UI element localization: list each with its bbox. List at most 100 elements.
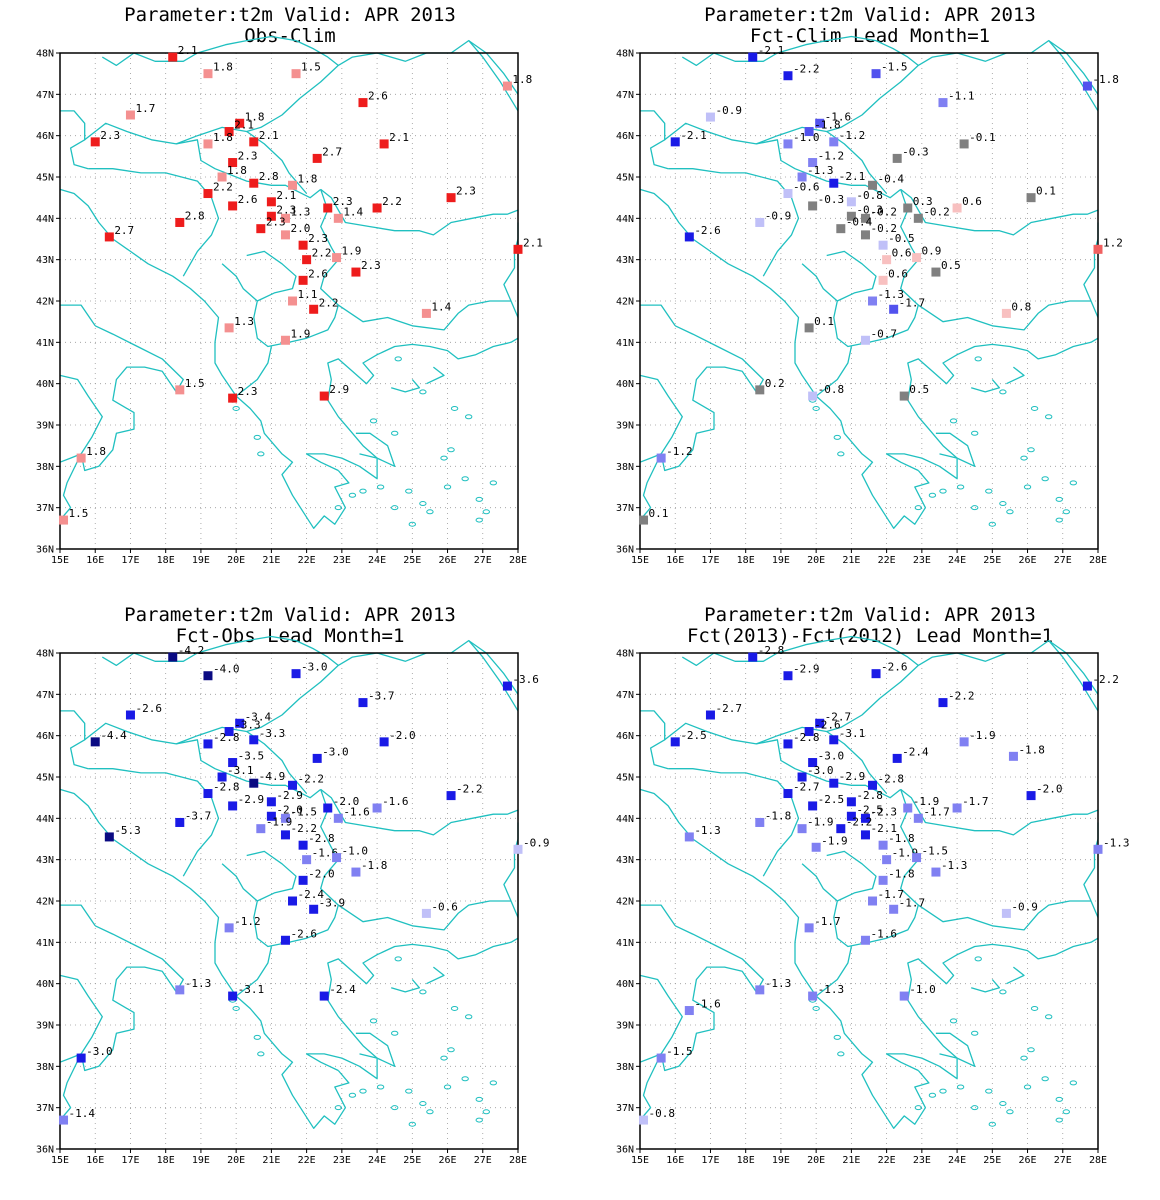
station-marker [748, 52, 758, 62]
station-marker [829, 137, 839, 147]
station-value-label: -1.6 [312, 847, 339, 860]
station-value-label: -1.3 [818, 983, 845, 996]
station-marker [808, 991, 818, 1001]
station-marker [755, 217, 765, 227]
station-marker [446, 193, 456, 203]
station-marker [815, 718, 825, 728]
station-value-label: 1.3 [290, 205, 310, 218]
station-marker [1093, 844, 1103, 854]
station-marker [280, 213, 290, 223]
station-value-label: -0.2 [923, 205, 950, 218]
station-value-label: -1.7 [878, 888, 905, 901]
station-value-label: -2.0 [333, 795, 360, 808]
station-value-label: -0.2 [870, 222, 897, 235]
panel-subtitle: Obs-Clim [244, 25, 336, 47]
station-marker [235, 118, 245, 128]
lat-tick-label: 40N [36, 979, 54, 990]
lon-tick-label: 23E [913, 555, 931, 566]
station-value-label: -1.7 [899, 896, 926, 909]
lon-tick-label: 19E [192, 555, 210, 566]
panel-subtitle: Fct-Clim Lead Month=1 [749, 25, 991, 47]
station-marker [175, 385, 185, 395]
station-marker [670, 137, 680, 147]
station-marker [312, 153, 322, 163]
station-marker [1008, 751, 1018, 761]
station-map: 15E 16E 17E 18E 19E 20E 21E 22E 23E 24E 25E 26E 27E 2… [616, 35, 1123, 566]
station-value-label: 2.8 [185, 209, 205, 222]
station-value-label: -1.8 [1018, 743, 1045, 756]
station-value-label: -0.1 [969, 131, 996, 144]
station-value-label: -3.3 [259, 727, 286, 740]
station-value-label: 0.2 [765, 377, 785, 390]
station-value-label: -2.2 [793, 63, 820, 76]
lon-tick-label: 18E [737, 1155, 755, 1166]
station-value-label: -0.2 [870, 205, 897, 218]
station-value-label: -1.7 [962, 795, 989, 808]
station-value-label: -2.2 [290, 822, 317, 835]
panel-obs-clim: Parameter:t2m Valid: APR 2013 Obs-Clim 1… [0, 0, 580, 600]
station-value-label: 2.2 [319, 296, 339, 309]
lon-tick-label: 27E [474, 1155, 492, 1166]
lon-tick-label: 22E [298, 1155, 316, 1166]
lon-tick-label: 20E [807, 555, 825, 566]
station-value-label: 0.1 [814, 315, 834, 328]
panel-title: Parameter:t2m Valid: APR 2013 [124, 4, 456, 26]
lat-tick-label: 39N [36, 421, 54, 432]
station-marker [175, 817, 185, 827]
station-marker [319, 391, 329, 401]
lon-tick-label: 15E [51, 555, 69, 566]
station-marker [298, 840, 308, 850]
station-value-label: 2.3 [361, 259, 381, 272]
station-value-label: 2.2 [382, 195, 402, 208]
lat-tick-label: 46N [36, 131, 54, 142]
station-value-label: -1.3 [694, 824, 721, 837]
station-marker [815, 118, 825, 128]
coastlines [59, 635, 519, 1129]
lon-tick-label: 25E [983, 1155, 1001, 1166]
panel-title: Parameter:t2m Valid: APR 2013 [704, 604, 1036, 626]
station-value-label: -0.4 [878, 172, 905, 185]
station-marker [892, 753, 902, 763]
station-marker [298, 875, 308, 885]
station-value-label: -1.3 [1103, 836, 1130, 849]
station-marker [125, 710, 135, 720]
station-value-label: -3.1 [238, 983, 265, 996]
station-marker [938, 698, 948, 708]
station-value-label: -5.3 [114, 824, 141, 837]
station-value-label: -1.7 [814, 915, 841, 928]
station-value-label: -3.6 [512, 673, 539, 686]
station-marker [912, 253, 922, 263]
station-value-label: 2.8 [259, 170, 279, 183]
station-marker [379, 139, 389, 149]
station-value-label: 1.9 [290, 327, 310, 340]
station-marker [224, 127, 234, 137]
station-value-label: -1.8 [765, 809, 792, 822]
lat-tick-label: 47N [36, 90, 54, 101]
lat-tick-label: 47N [616, 690, 634, 701]
station-marker [224, 323, 234, 333]
station-value-label: 1.3 [234, 315, 254, 328]
station-marker [175, 985, 185, 995]
station-value-label: -2.6 [290, 927, 317, 940]
lon-tick-label: 24E [948, 1155, 966, 1166]
station-marker [878, 240, 888, 250]
station-value-label: -2.2 [456, 783, 483, 796]
station-value-label: -2.0 [389, 729, 416, 742]
station-marker [323, 803, 333, 813]
station-value-label: -1.9 [969, 729, 996, 742]
station-marker [76, 1053, 86, 1063]
station-value-label: 2.2 [312, 247, 332, 260]
station-marker [280, 830, 290, 840]
station-value-label: -0.9 [765, 209, 792, 222]
station-marker [333, 813, 343, 823]
station-value-label: -2.2 [1092, 673, 1119, 686]
lon-tick-label: 27E [1054, 1155, 1072, 1166]
station-marker [868, 780, 878, 790]
lat-tick-label: 42N [616, 897, 634, 908]
station-value-label: -2.8 [213, 731, 240, 744]
station-marker [235, 718, 245, 728]
station-marker [256, 224, 266, 234]
station-marker [804, 127, 814, 137]
station-marker [959, 139, 969, 149]
station-value-label: -1.3 [807, 164, 834, 177]
